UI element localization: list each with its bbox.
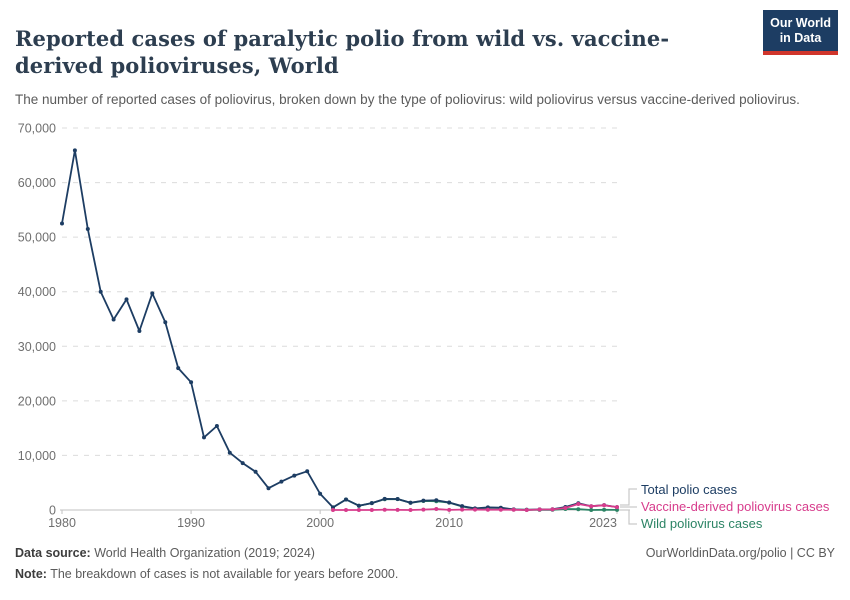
- data-source-text: World Health Organization (2019; 2024): [90, 546, 315, 560]
- chart-title: Reported cases of paralytic polio from w…: [15, 26, 670, 78]
- svg-text:60,000: 60,000: [18, 176, 56, 190]
- legend-item-total-polio-cases[interactable]: Total polio cases: [641, 482, 738, 497]
- svg-text:2023: 2023: [589, 516, 617, 530]
- note-line: Note: The breakdown of cases is not avai…: [15, 567, 398, 581]
- legend-item-wild-cases[interactable]: Wild poliovirus cases: [641, 516, 763, 531]
- svg-text:50,000: 50,000: [18, 231, 56, 245]
- chart-subtitle: The number of reported cases of poliovir…: [15, 91, 800, 107]
- legend-item-vaccine-derived-cases[interactable]: Vaccine-derived poliovirus cases: [641, 499, 830, 514]
- svg-text:70,000: 70,000: [18, 122, 56, 136]
- owid-logo-line2: in Data: [779, 31, 822, 45]
- svg-text:20,000: 20,000: [18, 394, 56, 408]
- svg-text:2000: 2000: [306, 516, 334, 530]
- owid-logo-line1: Our World: [770, 16, 831, 30]
- note-text: The breakdown of cases is not available …: [46, 567, 399, 581]
- svg-text:10,000: 10,000: [18, 449, 56, 463]
- svg-text:30,000: 30,000: [18, 340, 56, 354]
- svg-text:1990: 1990: [177, 516, 205, 530]
- svg-text:0: 0: [49, 504, 56, 518]
- data-source-label: Data source:: [15, 546, 91, 560]
- attribution-link[interactable]: OurWorldinData.org/polio | CC BY: [645, 546, 835, 560]
- svg-text:40,000: 40,000: [18, 285, 56, 299]
- svg-text:2010: 2010: [435, 516, 463, 530]
- svg-text:1980: 1980: [48, 516, 76, 530]
- note-label: Note:: [15, 567, 47, 581]
- data-source-line: Data source: World Health Organization (…: [15, 546, 315, 560]
- owid-logo[interactable]: Our World in Data: [763, 10, 838, 55]
